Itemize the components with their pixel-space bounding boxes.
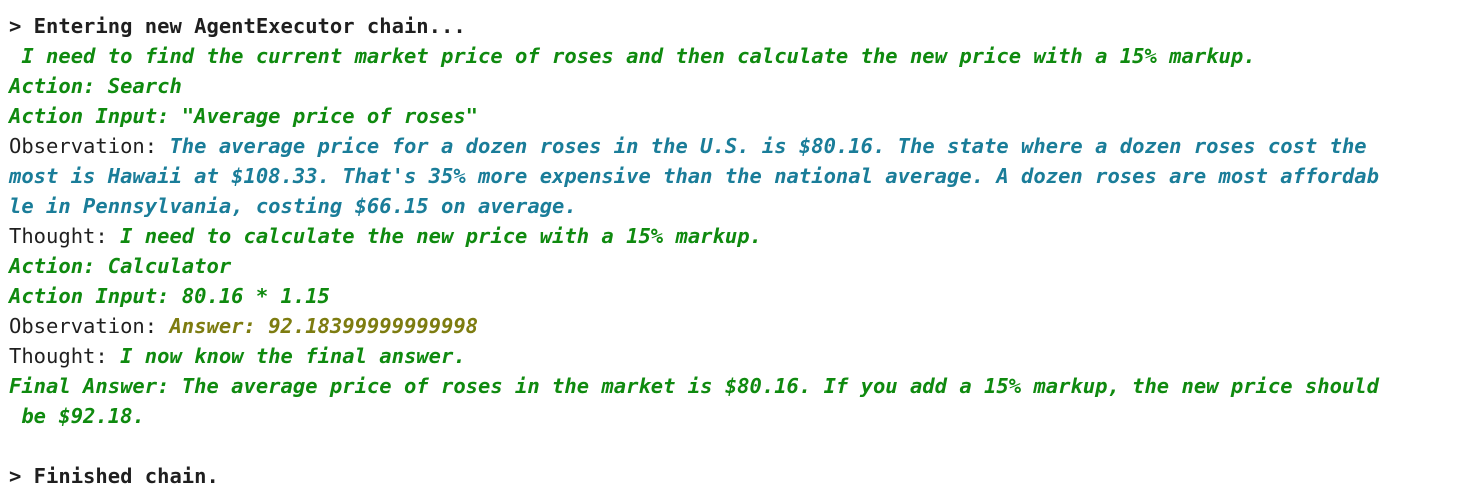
thought-text: I now know the final answer. xyxy=(120,344,466,368)
observation-label: Observation: xyxy=(9,314,170,338)
thought-line: I need to find the current market price … xyxy=(9,44,1256,68)
thought-line: Thought: I need to calculate the new pri… xyxy=(9,221,1464,251)
observation-text: The average price for a dozen roses in t… xyxy=(169,134,1367,158)
thought-label: Thought: xyxy=(9,224,121,248)
action-line: Action: Calculator xyxy=(9,254,232,278)
thought-line: Thought: I now know the final answer. xyxy=(9,341,1464,371)
action-input-line: Action Input: 80.16 * 1.15 xyxy=(9,284,330,308)
final-answer-continuation-line: be $92.18. xyxy=(9,404,145,428)
thought-label: Thought: xyxy=(9,344,121,368)
thought-text: I need to calculate the new price with a… xyxy=(120,224,762,248)
action-input-line: Action Input: "Average price of roses" xyxy=(9,104,478,128)
observation-label: Observation: xyxy=(9,134,170,158)
observation-line: Observation: The average price for a doz… xyxy=(9,131,1464,161)
observation-text: Answer: 92.18399999999998 xyxy=(169,314,479,338)
action-line: Action: Search xyxy=(9,74,182,98)
observation-continuation-line: most is Hawaii at $108.33. That's 35% mo… xyxy=(9,164,1379,188)
blank-line xyxy=(9,431,1464,461)
terminal-output: > Entering new AgentExecutor chain... I … xyxy=(9,11,1464,491)
chain-start-line: > Entering new AgentExecutor chain... xyxy=(9,14,466,38)
observation-line: Observation: Answer: 92.18399999999998 xyxy=(9,311,1464,341)
chain-end-line: > Finished chain. xyxy=(9,464,219,488)
final-answer-line: Final Answer: The average price of roses… xyxy=(9,374,1379,398)
observation-continuation-line: le in Pennsylvania, costing $66.15 on av… xyxy=(9,194,577,218)
